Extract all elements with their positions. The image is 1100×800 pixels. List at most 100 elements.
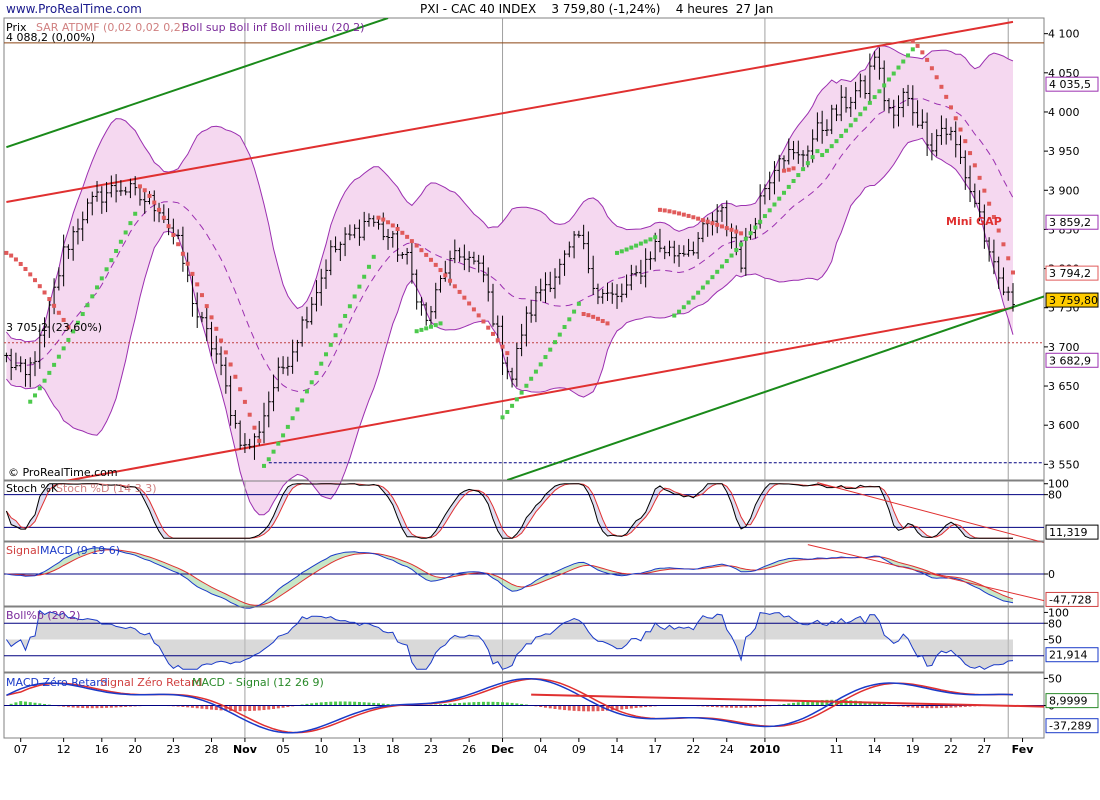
x-axis: 07 12 16 20 23 28 Nov 05 10 13 18 23 26 Dec 04 09 14 17 22… — [14, 738, 1035, 756]
sar-dot — [438, 321, 443, 326]
macd-zl-bar — [582, 705, 586, 712]
sar-dot — [500, 344, 505, 349]
sar-dot — [953, 116, 958, 121]
indicator-value-box — [1045, 647, 1099, 663]
sar-dot — [147, 193, 152, 198]
sar-dot — [724, 226, 729, 231]
sar-dot — [500, 415, 505, 420]
sar-dot — [90, 294, 95, 299]
sar-dot — [285, 424, 290, 429]
sar-dot — [161, 215, 166, 220]
macd-zl-bar — [281, 705, 285, 708]
sar-dot — [715, 222, 720, 227]
x-tick-label: 22 — [944, 743, 958, 756]
sar-dot — [686, 300, 691, 305]
sar-dot — [853, 117, 858, 122]
x-tick-label: 22 — [686, 743, 700, 756]
x-tick-label: 28 — [205, 743, 219, 756]
indicator-value-tag: -37,289 — [1045, 718, 1099, 734]
macd-signal-line — [6, 549, 1014, 606]
macd-zl-bar — [796, 702, 800, 706]
x-tick-label: 12 — [57, 743, 71, 756]
panel-frame — [3, 480, 1045, 542]
macd-zl-bar — [286, 705, 290, 708]
macd-fill — [6, 547, 1013, 609]
macd-zl-bar — [577, 705, 581, 712]
sar-dot — [400, 230, 405, 235]
sar-dot — [514, 397, 519, 402]
y-tick-label: 4 050 — [1048, 67, 1080, 80]
macd-zl-bar — [949, 705, 953, 708]
sar-dot — [171, 232, 176, 237]
macd-zl-bar — [911, 705, 915, 708]
sar-dot — [109, 258, 114, 263]
sar-dot — [786, 184, 791, 189]
sar-dot — [381, 217, 386, 222]
sar-dot — [638, 241, 643, 246]
sar-dot — [347, 304, 352, 309]
macd-zl-bar — [543, 705, 547, 708]
sar-dot — [214, 326, 219, 331]
sar-dot — [686, 213, 691, 218]
sar-dot — [791, 166, 796, 171]
x-tick-label: 11 — [829, 743, 843, 756]
macd-zl-bar — [62, 705, 66, 707]
x-tick-label: 20 — [128, 743, 142, 756]
sar-dot — [672, 210, 677, 215]
sar-dot — [958, 127, 963, 132]
sar-dot — [257, 438, 262, 443]
x-tick-label: 09 — [572, 743, 586, 756]
sar-dot — [891, 71, 896, 76]
sar-dot — [977, 175, 982, 180]
indicator-value-tag: 11,319 — [1045, 524, 1099, 540]
macd-zl-bar — [348, 701, 352, 706]
macd-zl-bar — [257, 705, 261, 711]
bollinger-upper-line — [6, 45, 1014, 343]
macd-zl-bar — [229, 705, 233, 711]
sar-dot — [9, 253, 14, 258]
sar-dot — [791, 179, 796, 184]
sar-dot — [934, 75, 939, 80]
macd-zl-bar — [262, 705, 266, 711]
sar-dot — [619, 249, 624, 254]
sar-dot — [691, 215, 696, 220]
sar-dot — [805, 161, 810, 166]
sar-dot — [505, 351, 510, 356]
sar-dot — [343, 313, 348, 318]
sar-dot — [467, 301, 472, 306]
macd-zl-bar — [715, 705, 719, 708]
sar-dot — [66, 325, 71, 330]
macd-zl-bar — [877, 703, 881, 706]
sar-dot — [495, 338, 500, 343]
macd-zl-bar — [868, 702, 872, 706]
macd-zl-bar — [639, 705, 643, 708]
macd-zl-bar — [214, 705, 218, 711]
sar-dot — [157, 207, 162, 212]
sar-dot — [37, 284, 42, 289]
indicator-value-tag: 21,914 — [1045, 647, 1099, 663]
sar-dot — [47, 297, 52, 302]
x-tick-label: Fev — [1012, 743, 1035, 756]
macd-zl-bar — [501, 702, 505, 706]
sar-dot — [543, 355, 548, 360]
sar-dot — [719, 224, 724, 229]
sar-dot — [533, 369, 538, 374]
indicator-value-tag: 8,9999 — [1045, 693, 1099, 709]
macd-zl-bar — [539, 705, 543, 708]
sar-dot — [767, 208, 772, 213]
sar-dot — [300, 398, 305, 403]
macd-zl-bar — [730, 705, 734, 708]
sar-dot — [634, 243, 639, 248]
sar-dot — [419, 248, 424, 253]
sar-dot — [424, 252, 429, 257]
macd-zl-bar — [243, 705, 247, 712]
sar-dot — [471, 307, 476, 312]
site-logo-text[interactable]: www.ProRealTime.com — [6, 2, 142, 16]
sar-dot — [700, 285, 705, 290]
macd-zl-bar — [959, 705, 963, 708]
sar-dot — [729, 227, 734, 232]
sar-dot — [510, 403, 515, 408]
macd-zl-bar — [629, 705, 633, 709]
